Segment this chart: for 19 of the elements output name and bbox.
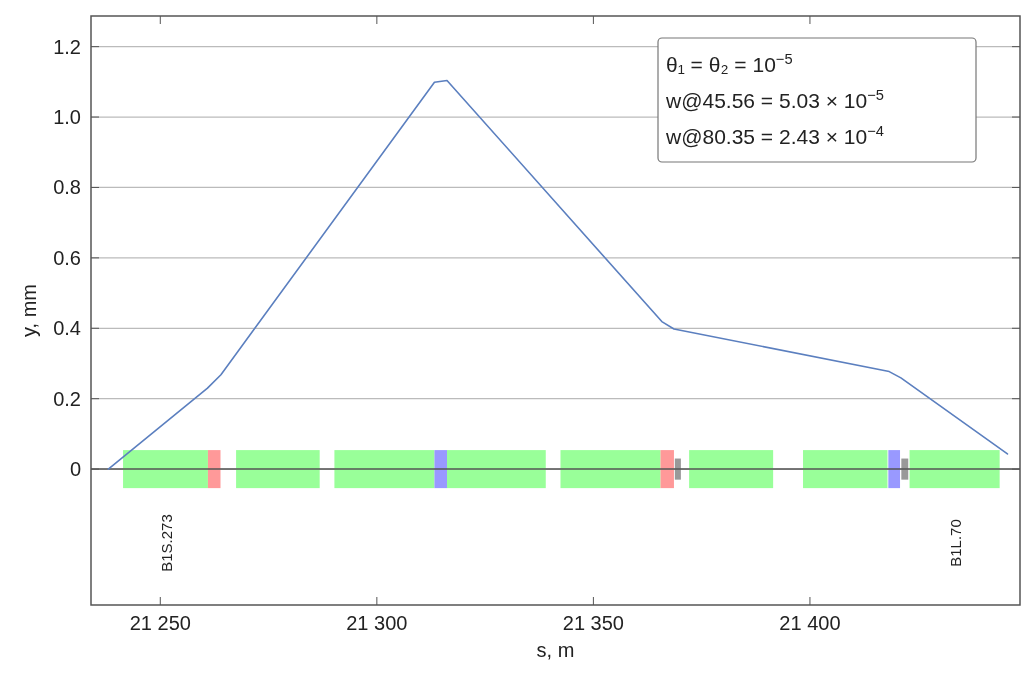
y-tick-label: 1.0 xyxy=(53,106,81,129)
y-tick-label: 0.4 xyxy=(53,317,81,340)
y-tick-label: 0.2 xyxy=(53,387,81,410)
y-tick-label: 1.2 xyxy=(53,35,81,58)
y-tick-label: 0.8 xyxy=(53,176,81,199)
x-tick-label: 21 250 xyxy=(129,612,191,634)
line-series xyxy=(107,79,1009,470)
annotation: w@45.56 = 5.03 × 10$^{−5}$ xyxy=(665,87,884,112)
x-axis-title: s, m xyxy=(536,639,575,661)
annotation: B1S.273 xyxy=(158,514,176,572)
y-tick-label: 0.6 xyxy=(53,246,81,269)
y-axis-title: y, mm xyxy=(18,284,40,337)
x-tick-label: 21 300 xyxy=(346,612,408,634)
annotation: w@80.35 = 2.43 × 10$^{−4}$ xyxy=(665,123,884,148)
annotation: θ₁ = θ₂ = 10$^{−5}$ xyxy=(666,51,793,76)
y-tick-label: 0 xyxy=(69,458,81,481)
annotation: B1L.70 xyxy=(946,519,964,567)
x-tick-label: 21 400 xyxy=(779,612,841,634)
x-tick-label: 21 350 xyxy=(562,612,624,634)
